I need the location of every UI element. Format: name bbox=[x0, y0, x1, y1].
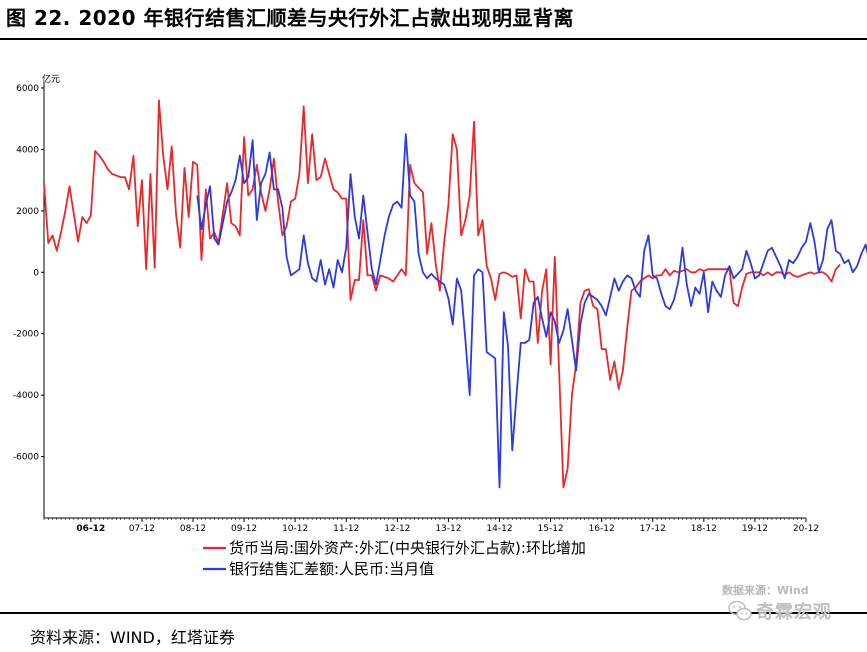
footer-rule bbox=[0, 612, 867, 614]
x-tick-label: 16-12 bbox=[589, 524, 615, 534]
y-tick-label: 4000 bbox=[16, 145, 39, 155]
figure-title: 图 22. 2020 年银行结售汇顺差与央行外汇占款出现明显背离 bbox=[6, 6, 574, 30]
series-line-2 bbox=[196, 133, 867, 489]
series-line-1 bbox=[43, 99, 841, 489]
wechat-icon bbox=[728, 600, 752, 621]
y-tick-label: 2000 bbox=[16, 207, 39, 217]
x-tick-label: 06-12 bbox=[76, 524, 105, 534]
x-tick-label: 19-12 bbox=[742, 524, 768, 534]
x-tick-label: 10-12 bbox=[282, 524, 308, 534]
x-tick-label: 11-12 bbox=[333, 524, 359, 534]
x-tick-label: 09-12 bbox=[231, 524, 257, 534]
chart-legend: 货币当局:国外资产:外汇(中央银行外汇占款):环比增加银行结售汇差额:人民币:当… bbox=[203, 539, 586, 578]
legend-label-2: 银行结售汇差额:人民币:当月值 bbox=[229, 560, 434, 578]
x-tick-label: 13-12 bbox=[435, 524, 461, 534]
x-tick-label: 20-12 bbox=[793, 524, 819, 534]
x-tick-label: 18-12 bbox=[691, 524, 717, 534]
wechat-badge: 奇霖宏观 bbox=[728, 598, 832, 624]
y-tick-label: 0 bbox=[33, 268, 39, 278]
line-chart: 亿元 -6000 -4000 -2000 0 2000 4000 6000 06-12 07-12… bbox=[13, 73, 867, 578]
y-tick-label: -4000 bbox=[13, 391, 39, 401]
title-rule bbox=[0, 38, 867, 40]
source-note: 资料来源：WIND，红塔证券 bbox=[30, 628, 235, 647]
x-tick-label: 12-12 bbox=[384, 524, 410, 534]
x-tick-label: 15-12 bbox=[538, 524, 564, 534]
data-source-watermark: 数据来源：Wind bbox=[722, 584, 809, 597]
x-tick-label: 14-12 bbox=[486, 524, 512, 534]
y-tick-label: 6000 bbox=[16, 84, 39, 94]
y-tick-label: -6000 bbox=[13, 453, 39, 463]
x-tick-label: 08-12 bbox=[180, 524, 206, 534]
x-tick-label: 17-12 bbox=[640, 524, 666, 534]
chart-lines bbox=[43, 99, 867, 489]
y-tick-label: -2000 bbox=[13, 330, 39, 340]
y-axis-unit: 亿元 bbox=[42, 73, 60, 85]
legend-label-1: 货币当局:国外资产:外汇(中央银行外汇占款):环比增加 bbox=[229, 539, 586, 557]
x-tick-label: 07-12 bbox=[129, 524, 155, 534]
wechat-label: 奇霖宏观 bbox=[756, 602, 832, 623]
chart-axes: 亿元 -6000 -4000 -2000 0 2000 4000 6000 06-12 07-12… bbox=[13, 73, 819, 534]
